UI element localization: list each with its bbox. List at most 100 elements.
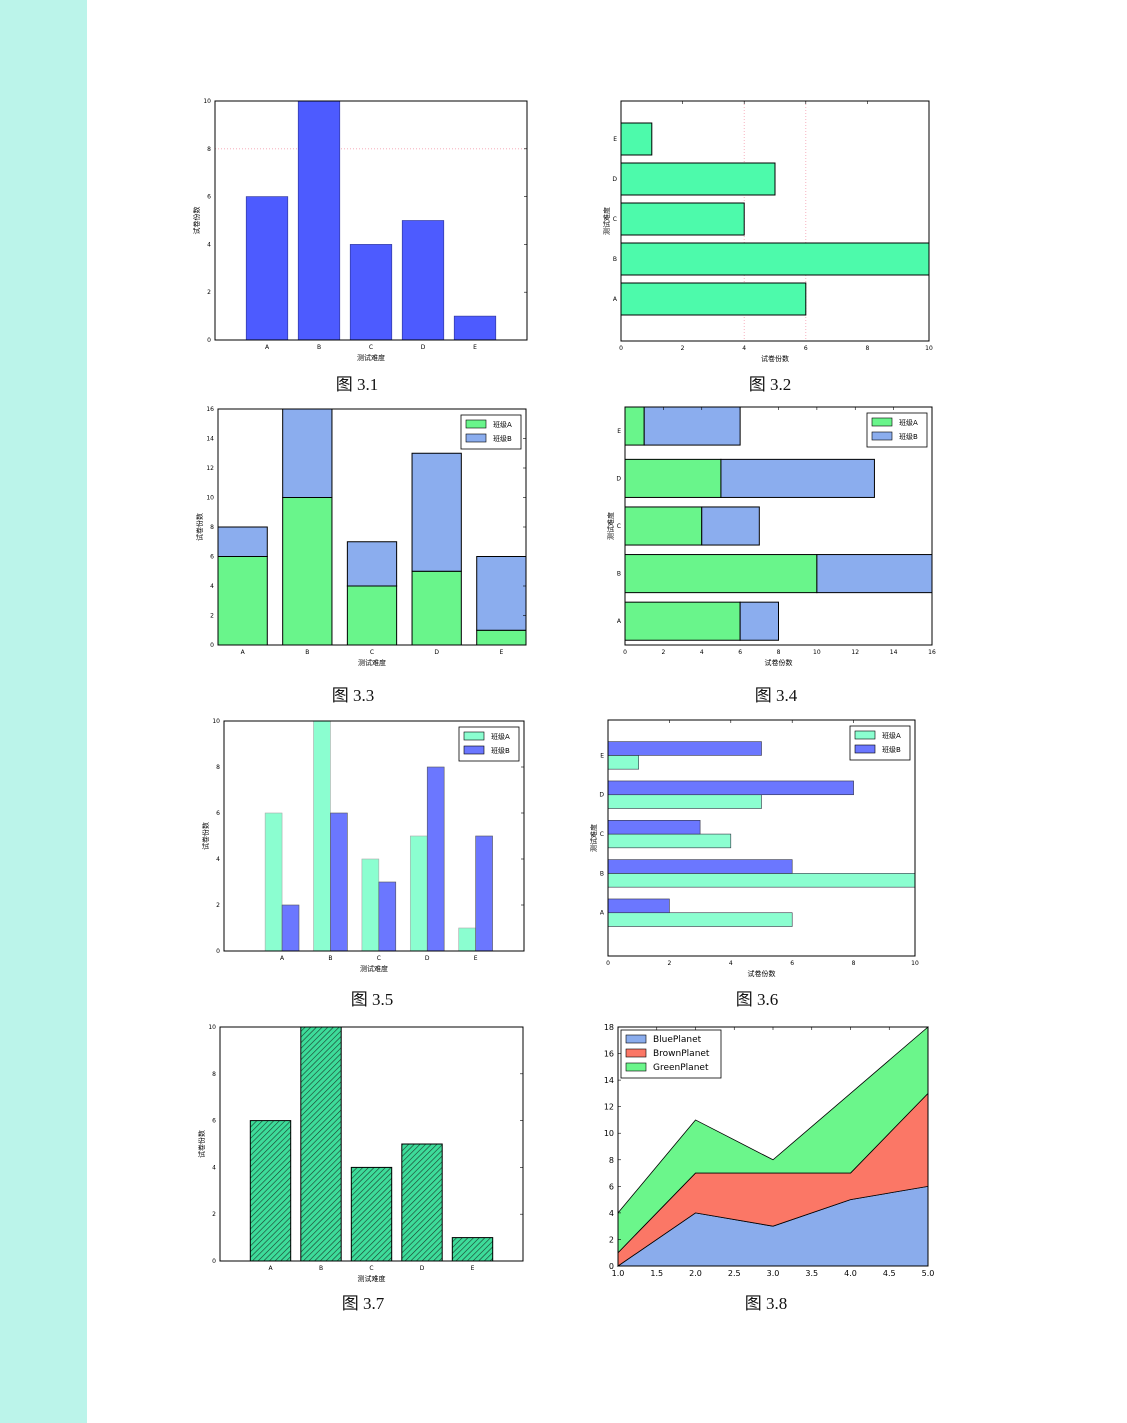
svg-text:2: 2: [667, 960, 671, 967]
svg-text:D: D: [616, 475, 621, 482]
svg-text:测试难度: 测试难度: [606, 512, 615, 540]
chart-legend: 班级A 班级B: [458, 726, 520, 762]
svg-text:1.0: 1.0: [612, 1269, 625, 1278]
bar-segment: [217, 526, 268, 557]
svg-text:B: B: [319, 1265, 323, 1272]
svg-text:B: B: [328, 955, 332, 962]
bar-segment: [282, 497, 333, 646]
svg-text:D: D: [612, 176, 617, 183]
svg-text:0: 0: [207, 337, 211, 344]
bar-segment: [476, 556, 527, 631]
svg-text:10: 10: [925, 345, 933, 352]
svg-text:16: 16: [604, 1050, 614, 1059]
figure-caption-3-2: 图 3.2: [748, 375, 792, 394]
svg-text:C: C: [377, 955, 381, 962]
figure-caption-3-1: 图 3.1: [335, 375, 379, 394]
svg-text:GreenPlanet: GreenPlanet: [653, 1063, 709, 1073]
svg-text:A: A: [280, 955, 285, 962]
svg-text:4: 4: [700, 649, 704, 656]
svg-text:测试难度: 测试难度: [589, 824, 598, 852]
svg-text:测试难度: 测试难度: [358, 658, 386, 667]
svg-text:A: A: [600, 910, 605, 917]
svg-text:试卷份数: 试卷份数: [765, 658, 793, 667]
svg-text:6: 6: [216, 810, 220, 817]
chart-legend: 班级A 班级B: [849, 725, 911, 761]
bar-segment: [217, 556, 268, 646]
svg-text:8: 8: [212, 1071, 216, 1078]
svg-text:2: 2: [216, 902, 220, 909]
svg-text:A: A: [265, 344, 270, 351]
svg-text:8: 8: [207, 146, 211, 153]
svg-text:3.5: 3.5: [805, 1269, 818, 1278]
bar-segment: [476, 629, 527, 646]
svg-text:E: E: [613, 136, 617, 143]
chart-legend: 班级A 班级B: [866, 412, 928, 448]
svg-text:测试难度: 测试难度: [602, 207, 611, 235]
svg-text:4: 4: [207, 241, 211, 248]
svg-text:0: 0: [609, 1262, 614, 1271]
svg-text:10: 10: [203, 98, 211, 105]
svg-text:2: 2: [212, 1211, 216, 1218]
chart-svg: A B C D E 0 2 4 6 8 10 测试难度 试卷份数: [197, 1024, 524, 1283]
svg-text:1.5: 1.5: [650, 1269, 663, 1278]
chart-svg: A B C D E 0 2 4 6 8 10 12 14 16 测试难度 试卷份数 班级A 班级B: [195, 406, 527, 667]
svg-text:班级A: 班级A: [493, 420, 512, 429]
svg-text:4: 4: [742, 345, 746, 352]
bar-segment: [411, 570, 462, 646]
svg-text:0: 0: [216, 948, 220, 955]
svg-text:10: 10: [911, 960, 919, 967]
svg-text:E: E: [617, 428, 621, 435]
svg-text:D: D: [420, 1265, 425, 1272]
svg-text:12: 12: [604, 1103, 614, 1112]
svg-text:3.0: 3.0: [767, 1269, 780, 1278]
svg-text:0: 0: [623, 649, 627, 656]
svg-text:班级B: 班级B: [493, 434, 512, 443]
chart-svg: A B C D E 0 2 4 6 8 10 12 14 16 试卷份数 测试难度 班级A 班级B: [606, 406, 936, 667]
svg-text:B: B: [305, 649, 309, 656]
svg-text:6: 6: [207, 194, 211, 201]
chart-svg: A B C D E 0 2 4 6 8 10 试卷份数 测试难度: [602, 100, 933, 363]
svg-text:试卷份数: 试卷份数: [195, 513, 204, 541]
svg-text:4.0: 4.0: [844, 1269, 857, 1278]
svg-text:B: B: [317, 344, 321, 351]
figure-caption-3-8: 图 3.8: [744, 1294, 788, 1313]
figure-caption-3-4: 图 3.4: [754, 686, 798, 705]
svg-text:试卷份数: 试卷份数: [192, 207, 201, 235]
svg-text:C: C: [370, 649, 374, 656]
svg-text:班级B: 班级B: [882, 745, 901, 754]
svg-text:A: A: [241, 649, 246, 656]
bar-segment: [411, 452, 462, 572]
svg-text:14: 14: [206, 436, 214, 443]
svg-text:2.5: 2.5: [728, 1269, 741, 1278]
svg-text:16: 16: [928, 649, 936, 656]
svg-text:E: E: [473, 344, 477, 351]
svg-text:C: C: [600, 831, 604, 838]
svg-text:8: 8: [777, 649, 781, 656]
svg-text:6: 6: [212, 1118, 216, 1125]
svg-text:A: A: [613, 296, 618, 303]
svg-text:2.0: 2.0: [689, 1269, 702, 1278]
svg-text:C: C: [617, 523, 621, 530]
chart-legend: 班级A 班级B: [460, 414, 522, 450]
svg-text:0: 0: [210, 642, 214, 649]
svg-text:0: 0: [212, 1258, 216, 1265]
svg-text:B: B: [600, 870, 604, 877]
svg-text:A: A: [617, 618, 622, 625]
svg-text:6: 6: [210, 554, 214, 561]
svg-text:2: 2: [609, 1235, 614, 1244]
figure-caption-3-3: 图 3.3: [331, 686, 375, 705]
svg-text:2: 2: [681, 345, 685, 352]
svg-text:班级A: 班级A: [882, 731, 901, 740]
svg-text:D: D: [599, 792, 604, 799]
svg-text:BluePlanet: BluePlanet: [653, 1035, 702, 1045]
svg-text:试卷份数: 试卷份数: [748, 969, 776, 978]
svg-text:C: C: [369, 1265, 373, 1272]
svg-text:4.5: 4.5: [883, 1269, 896, 1278]
chart-svg: A B C D E 0 2 4 6 8 10 测试难度 试卷份数: [192, 98, 528, 362]
svg-text:10: 10: [212, 718, 220, 725]
svg-text:测试难度: 测试难度: [360, 964, 388, 973]
svg-text:10: 10: [813, 649, 821, 656]
svg-text:班级A: 班级A: [491, 732, 510, 741]
bar-segment: [346, 585, 398, 646]
svg-text:C: C: [369, 344, 373, 351]
